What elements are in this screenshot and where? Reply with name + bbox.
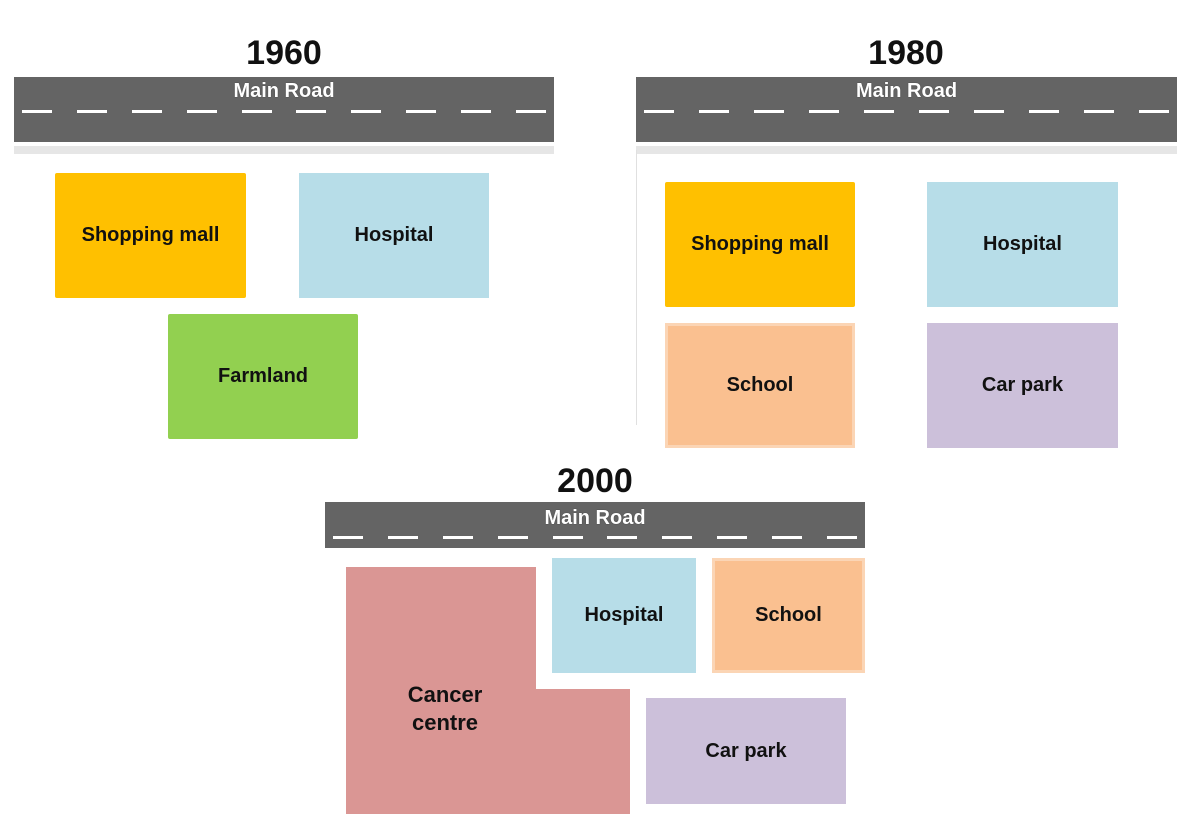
car-park-2000: Car park [646,698,846,804]
hospital-1960: Hospital [299,173,489,298]
year-1960-title: 1960 [246,34,322,72]
main-road-label: Main Road [855,80,958,102]
road-markings [644,110,1169,113]
year-1980-title: 1980 [868,34,944,72]
road-markings [22,110,546,113]
farmland-1960: Farmland [168,314,358,439]
road-shoulder [14,146,554,154]
shopping-mall-1980: Shopping mall [665,182,855,307]
hospital-2000: Hospital [552,558,696,673]
cancer-centre-label: Cancer centre [407,682,483,735]
main-road-label: Main Road [544,507,646,529]
year-2000-title: 2000 [557,462,633,500]
cancer-centre-lower [346,689,630,814]
road-markings [333,536,857,539]
map-border-line [636,150,637,425]
road-shoulder [636,146,1177,154]
hospital-1980: Hospital [927,182,1118,307]
car-park-1980: Car park [927,323,1118,448]
school-1980: School [665,323,855,448]
main-road-label: Main Road [233,80,335,102]
main-road-1980: Main Road [636,77,1177,142]
main-road-2000: Main Road [325,502,865,548]
main-road-1960: Main Road [14,77,554,142]
school-2000: School [712,558,865,673]
shopping-mall-1960: Shopping mall [55,173,246,298]
